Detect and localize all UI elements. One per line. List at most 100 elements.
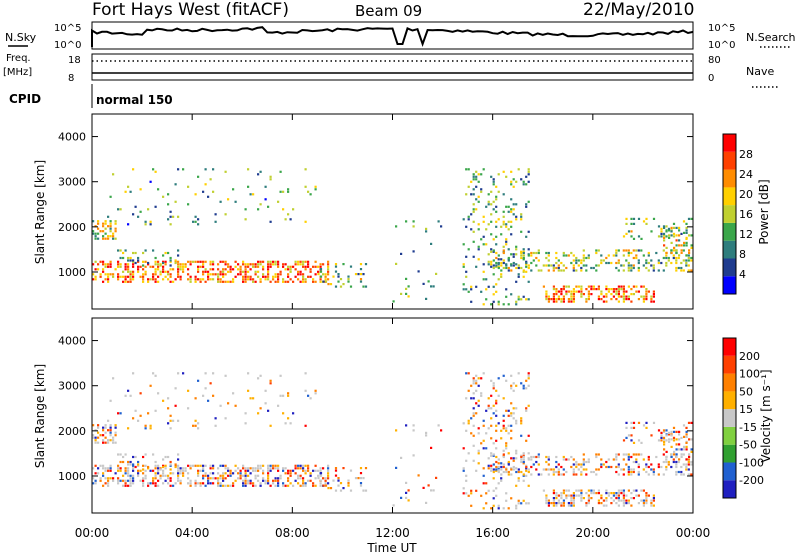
velocity-cell: [617, 504, 620, 507]
velocity-cell: [660, 434, 663, 437]
power-cell: [485, 228, 488, 231]
velocity-cell: [277, 464, 280, 467]
velocity-cell: [327, 472, 330, 475]
power-cell: [492, 293, 495, 296]
velocity-cell: [490, 507, 493, 510]
velocity-cell: [647, 494, 650, 497]
velocity-cell: [622, 468, 625, 471]
power-cell: [560, 261, 563, 265]
power-cell: [517, 266, 520, 270]
velocity-cell: [678, 448, 681, 451]
velocity-cell: [167, 407, 170, 410]
power-cell: [237, 263, 240, 266]
freq-tick-top: 18: [68, 55, 81, 66]
power-cell: [687, 259, 690, 262]
velocity-cell: [124, 394, 127, 397]
power-cell: [109, 260, 112, 263]
power-cell: [545, 256, 548, 260]
velocity-cell: [109, 477, 112, 480]
power-cell: [495, 265, 498, 268]
power-cell: [222, 273, 225, 276]
power-cell: [510, 220, 513, 223]
velocity-cell: [622, 473, 625, 476]
velocity-cell: [177, 419, 180, 422]
velocity-cell: [239, 477, 242, 480]
power-cell: [650, 295, 653, 298]
power-cell: [527, 266, 530, 270]
velocity-cell: [562, 468, 565, 471]
power-cell: [294, 275, 297, 278]
velocity-cell: [605, 460, 608, 464]
velocity-cell: [685, 465, 688, 469]
power-cell: [502, 259, 505, 262]
power-cell: [167, 278, 170, 281]
velocity-cell: [625, 463, 628, 466]
power-cell: [412, 250, 415, 253]
power-cell: [104, 265, 107, 268]
power-cell: [487, 223, 490, 226]
power-cell: [472, 188, 475, 191]
power-cell: [147, 263, 150, 266]
power-cell: [670, 226, 673, 229]
power-cell: [682, 249, 685, 252]
velocity-cell: [580, 499, 583, 502]
power-cell: [597, 295, 600, 298]
velocity-cell: [430, 446, 433, 449]
velocity-cell: [507, 424, 510, 427]
velocity-cell: [522, 499, 525, 502]
velocity-cell: [515, 384, 518, 387]
velocity-cell: [204, 387, 207, 390]
velocity-cell: [359, 477, 363, 480]
velocity-cell: [475, 389, 478, 392]
power-cell: [152, 168, 155, 171]
velocity-cell: [487, 457, 490, 460]
velocity-cell: [597, 499, 600, 502]
power-cell: [207, 273, 210, 276]
power-cell: [580, 269, 583, 272]
velocity-cell: [570, 499, 573, 502]
velocity-cell: [99, 434, 102, 437]
power-cell: [605, 293, 608, 296]
power-cell: [482, 278, 485, 281]
velocity-cell: [475, 402, 478, 405]
power-cell: [560, 293, 563, 296]
velocity-cell: [612, 494, 615, 497]
velocity-cell: [527, 468, 530, 471]
velocity-cell: [582, 453, 585, 456]
velocity-cell: [137, 474, 140, 477]
power-cell: [580, 259, 583, 262]
power-cell: [577, 264, 580, 267]
velocity-cell: [209, 382, 212, 385]
velocity-cell: [132, 455, 135, 459]
power-cell: [590, 293, 593, 296]
power-cell: [632, 293, 635, 296]
power-cell: [117, 265, 120, 268]
power-cell: [527, 173, 530, 176]
power-cell: [174, 260, 177, 263]
velocity-cell: [495, 460, 498, 464]
power-cell: [647, 269, 650, 272]
velocity-cell: [142, 464, 145, 467]
power-cell: [154, 205, 157, 208]
velocity-cell: [400, 456, 403, 459]
power-cell: [663, 226, 666, 229]
velocity-cell: [169, 464, 172, 467]
velocity-cell: [107, 429, 110, 432]
velocity-cell: [560, 504, 563, 507]
velocity-cell: [284, 422, 287, 425]
ytick-label: 4000: [58, 131, 86, 144]
power-cell: [642, 298, 645, 301]
velocity-cell: [515, 449, 518, 452]
station-title: Fort Hays West (fitACF): [92, 0, 289, 20]
power-cell: [244, 268, 247, 271]
power-cell: [580, 295, 583, 298]
power-cell: [219, 273, 222, 276]
velocity-cell: [657, 465, 660, 469]
velocity-cell: [94, 472, 97, 475]
velocity-cell: [425, 431, 428, 434]
velocity-cell: [334, 489, 338, 492]
power-cell: [137, 270, 140, 273]
velocity-cell: [229, 484, 232, 487]
velocity-cell: [540, 473, 543, 476]
